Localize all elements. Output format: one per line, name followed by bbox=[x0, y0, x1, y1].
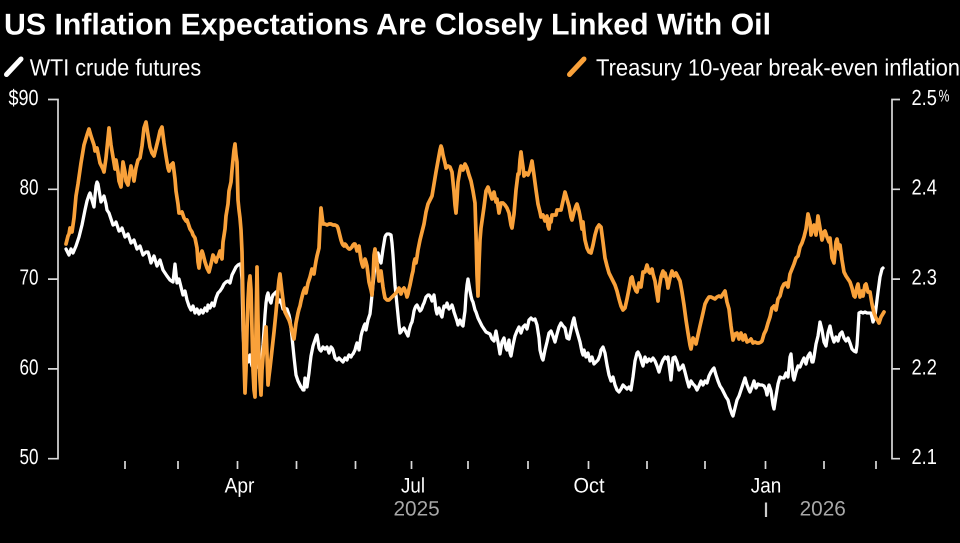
svg-text:50: 50 bbox=[20, 444, 39, 469]
svg-text:Jul: Jul bbox=[401, 475, 425, 498]
svg-text:2026: 2026 bbox=[800, 497, 846, 520]
svg-text:60: 60 bbox=[20, 354, 39, 379]
svg-text:Oct: Oct bbox=[574, 475, 605, 498]
svg-text:80: 80 bbox=[20, 175, 39, 200]
svg-text:Treasury 10-year break-even in: Treasury 10-year break-even inflation bbox=[596, 55, 960, 81]
svg-text:Apr: Apr bbox=[225, 475, 255, 498]
svg-text:2.4: 2.4 bbox=[912, 175, 937, 200]
svg-text:%: % bbox=[939, 86, 950, 105]
svg-text:70: 70 bbox=[20, 265, 39, 290]
svg-text:2.5: 2.5 bbox=[912, 85, 937, 110]
svg-text:2025: 2025 bbox=[393, 497, 439, 520]
svg-text:US Inflation Expectations Are: US Inflation Expectations Are Closely Li… bbox=[4, 8, 771, 41]
svg-text:$90: $90 bbox=[9, 85, 39, 110]
svg-text:WTI crude futures: WTI crude futures bbox=[30, 55, 202, 81]
svg-text:2.2: 2.2 bbox=[912, 354, 937, 379]
svg-text:2.1: 2.1 bbox=[912, 444, 937, 469]
svg-text:2.3: 2.3 bbox=[912, 265, 937, 290]
svg-text:Jan: Jan bbox=[751, 475, 782, 498]
